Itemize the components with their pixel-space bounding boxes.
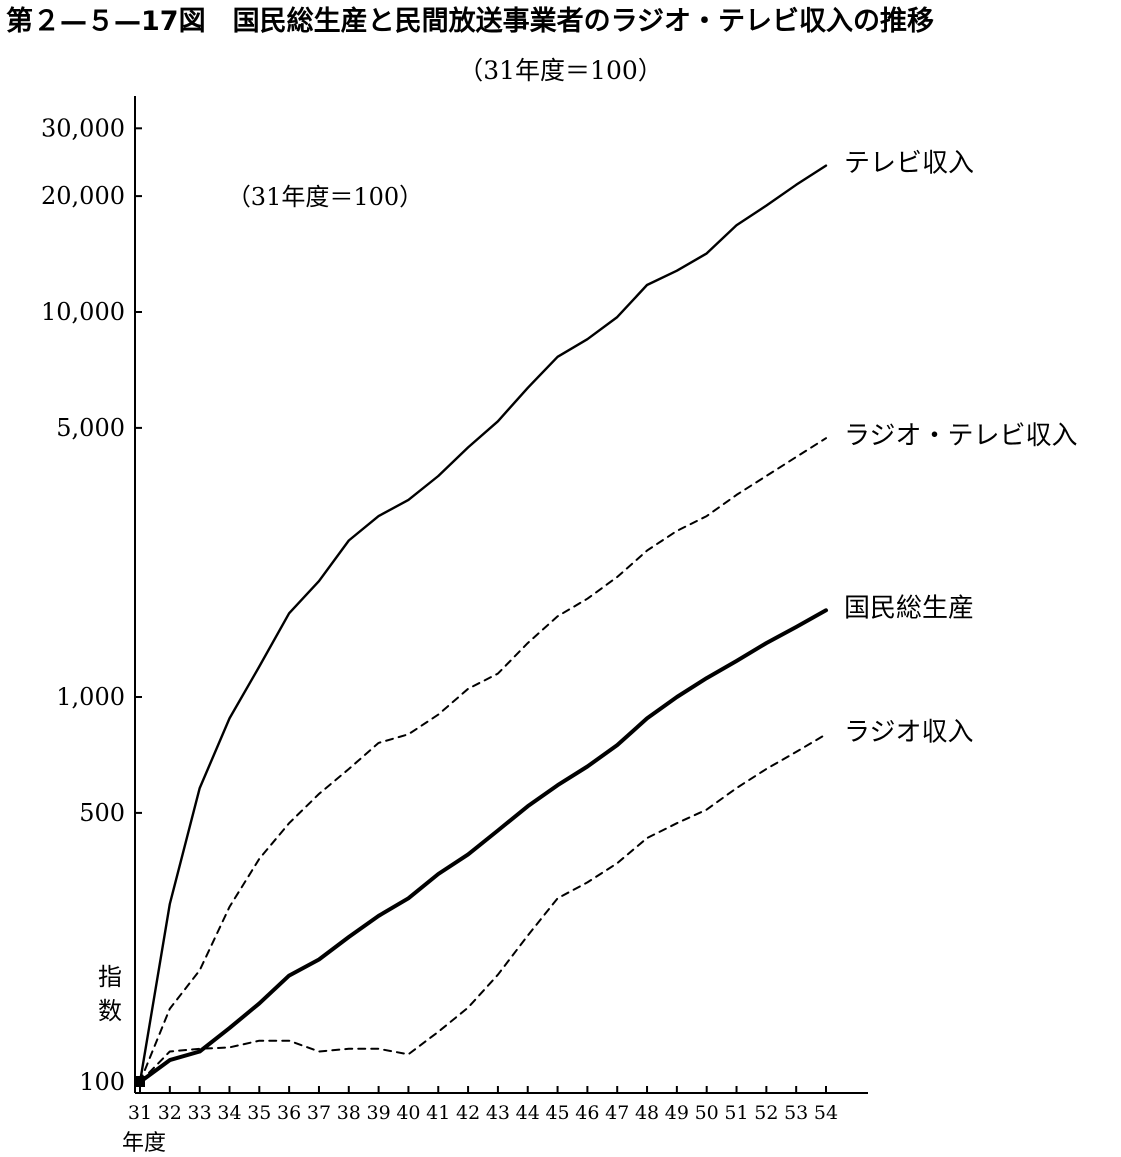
x-tick-label: 37 — [307, 1102, 331, 1124]
series-line — [139, 733, 827, 1083]
y-tick-label: 1,000 — [56, 683, 125, 711]
series-label: テレビ収入 — [844, 149, 974, 179]
series-line — [138, 164, 828, 1084]
x-tick-label: 36 — [277, 1102, 301, 1124]
x-tick-label: 51 — [724, 1102, 748, 1124]
x-tick-label: 45 — [545, 1102, 569, 1124]
x-axis-label: 年度 — [122, 1131, 166, 1156]
figure-title: 第２—５—17図 国民総生産と民間放送事業者のラジオ・テレビ収入の推移 — [6, 6, 935, 37]
series-line — [138, 608, 828, 1084]
chart-axes — [134, 96, 868, 1094]
x-tick-label: 41 — [426, 1102, 450, 1124]
x-tick-label: 47 — [605, 1102, 629, 1124]
series-label: ラジオ収入 — [844, 717, 973, 747]
x-tick-label: 39 — [367, 1102, 391, 1124]
series-label: ラジオ・テレビ収入 — [844, 421, 1077, 451]
y-axis-label: 数 — [98, 997, 122, 1025]
y-tick-label: 30,000 — [41, 114, 125, 142]
x-tick-label: 46 — [575, 1102, 599, 1124]
x-tick-label: 52 — [754, 1102, 778, 1124]
y-tick-label: 5,000 — [56, 414, 125, 442]
x-tick-label: 40 — [396, 1102, 420, 1124]
series-line — [139, 437, 827, 1083]
x-tick-label: 32 — [158, 1102, 182, 1124]
x-tick-label: 44 — [516, 1102, 540, 1124]
x-tick-label: 33 — [188, 1102, 212, 1124]
y-tick-label: 100 — [79, 1068, 125, 1096]
y-axis-label: 指 — [98, 963, 122, 991]
y-tick-label: 10,000 — [41, 298, 125, 326]
x-tick-label: 31 — [128, 1102, 152, 1124]
x-tick-label: 42 — [456, 1102, 480, 1124]
x-tick-label: 43 — [486, 1102, 510, 1124]
chart-annotation: （31年度＝100） — [227, 183, 423, 211]
x-tick-label: 35 — [247, 1102, 271, 1124]
y-tick-label: 20,000 — [41, 182, 125, 210]
x-tick-label: 50 — [695, 1102, 719, 1124]
figure-subtitle: （31年度＝100） — [458, 56, 663, 85]
chart-series — [134, 164, 828, 1087]
x-tick-label: 48 — [635, 1102, 659, 1124]
series-label: 国民総生産 — [844, 593, 974, 623]
x-tick-label: 54 — [814, 1102, 838, 1124]
chart-ticks: 100 500 1,000 5,000 10,000 20,000 30,000 31 32 33… — [41, 114, 838, 1124]
x-tick-label: 53 — [784, 1102, 808, 1124]
y-tick-label: 500 — [79, 799, 125, 827]
origin-marker — [134, 1076, 145, 1087]
x-tick-label: 49 — [665, 1102, 689, 1124]
x-tick-label: 34 — [217, 1102, 241, 1124]
x-tick-label: 38 — [337, 1102, 361, 1124]
